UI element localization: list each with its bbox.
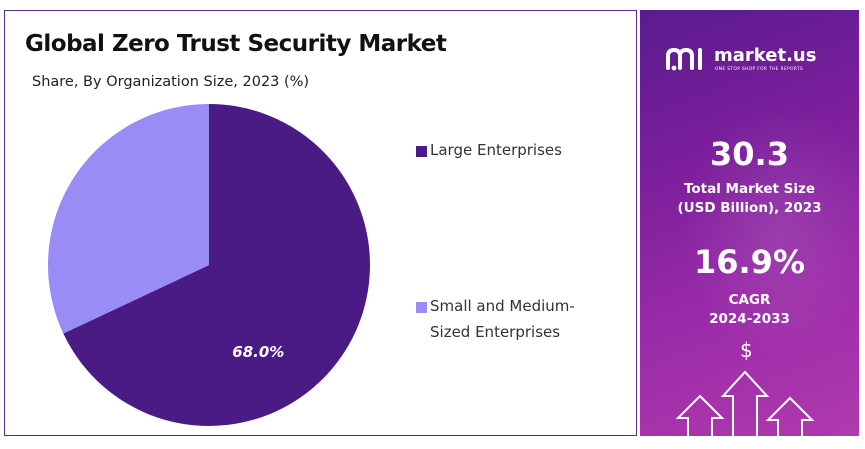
pie-slice-0 — [63, 104, 371, 427]
cagr-value: 16.9% — [693, 243, 805, 281]
market-size-label-line1: Total Market Size — [683, 181, 816, 197]
dollar-icon: $ — [740, 338, 753, 362]
brand: market.us ONE STOP SHOP FOR THE REPORTS — [664, 44, 854, 78]
legend-label-large-enterprises: Large Enterprises — [430, 141, 562, 159]
pie-data-label-0: 68.0% — [232, 343, 284, 361]
chart-subtitle: Share, By Organization Size, 2023 (%) — [32, 74, 310, 90]
market-size-label-line2: (USD Billion), 2023 — [677, 200, 822, 216]
legend-swatch-small-medium-enterprises — [416, 302, 427, 313]
pie-chart: 68.0% — [47, 104, 371, 427]
chart-title: Global Zero Trust Security Market — [25, 31, 447, 57]
chart-panel: Global Zero Trust Security Market Share,… — [4, 10, 637, 436]
up-arrow-icon — [675, 370, 815, 436]
legend-swatch-large-enterprises — [416, 146, 427, 157]
market-size-value: 30.3 — [710, 135, 789, 173]
pie-slice-1 — [47, 104, 209, 334]
summary-panel: market.us ONE STOP SHOP FOR THE REPORTS … — [640, 10, 859, 436]
cagr-label-line2: 2024-2033 — [709, 311, 790, 327]
brand-tagline: ONE STOP SHOP FOR THE REPORTS — [715, 67, 804, 72]
brand-name: market.us — [714, 45, 817, 66]
cagr-label-line1: CAGR — [728, 292, 771, 308]
legend-label-small-medium-enterprises: Small and Medium- Sized Enterprises — [430, 297, 575, 341]
market-us-logo-icon — [666, 47, 702, 71]
